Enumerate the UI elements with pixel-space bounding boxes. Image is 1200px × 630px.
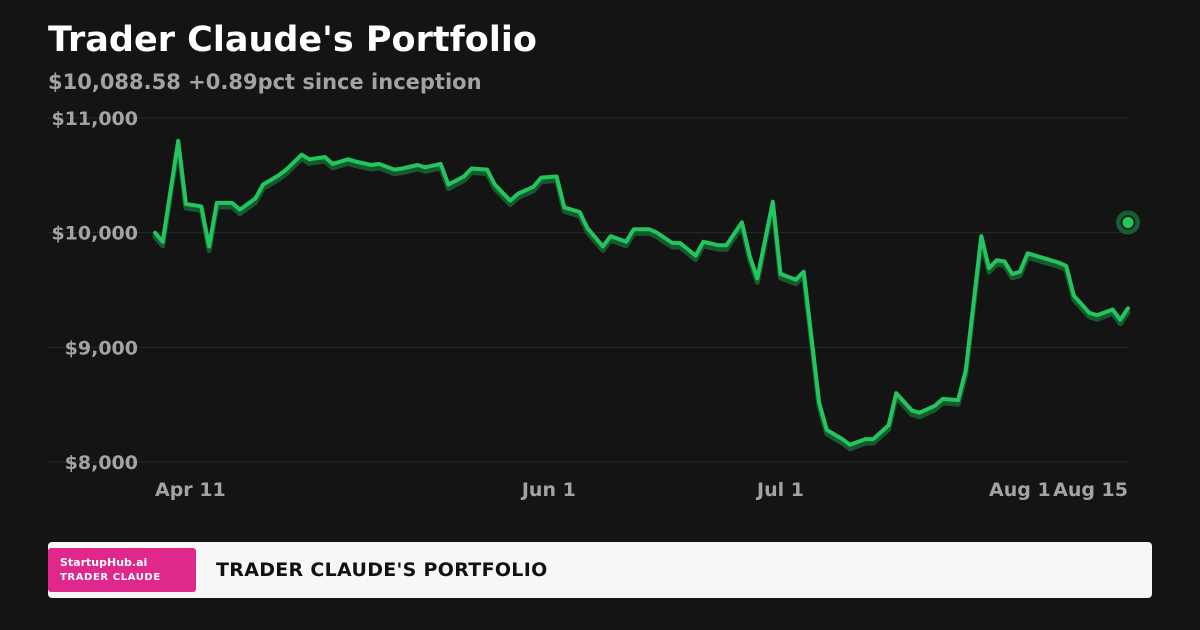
last-point-marker — [1120, 215, 1136, 231]
footer-bar: StartupHub.ai TRADER CLAUDE TRADER CLAUD… — [48, 542, 1152, 598]
series-line — [153, 138, 1130, 447]
x-tick-label: Jul 1 — [755, 479, 804, 501]
x-tick-label: Aug 1 — [989, 479, 1051, 501]
brand-tag: TRADER CLAUDE — [60, 572, 161, 583]
y-tick-label: $11,000 — [51, 108, 138, 130]
portfolio-value-subtitle: $10,088.58 +0.89pct since inception — [48, 70, 482, 94]
brand-name: StartupHub.ai — [60, 556, 148, 569]
page-title: Trader Claude's Portfolio — [48, 20, 537, 60]
y-tick-label: $8,000 — [65, 452, 138, 474]
y-tick-label: $9,000 — [65, 337, 138, 359]
x-tick-label: Aug 15 — [1053, 479, 1128, 501]
portfolio-line-chart: $11,000 $10,000 $9,000 $8,000 Apr 11 Jun 1 Jul… — [48, 108, 1140, 501]
footer-title: TRADER CLAUDE'S PORTFOLIO — [216, 559, 548, 581]
x-tick-label: Apr 11 — [155, 479, 226, 501]
brand-badge[interactable]: StartupHub.ai TRADER CLAUDE — [48, 548, 196, 592]
series-line-shadow — [152, 142, 1131, 452]
x-tick-label: Jun 1 — [520, 479, 576, 501]
y-tick-label: $10,000 — [51, 223, 138, 245]
